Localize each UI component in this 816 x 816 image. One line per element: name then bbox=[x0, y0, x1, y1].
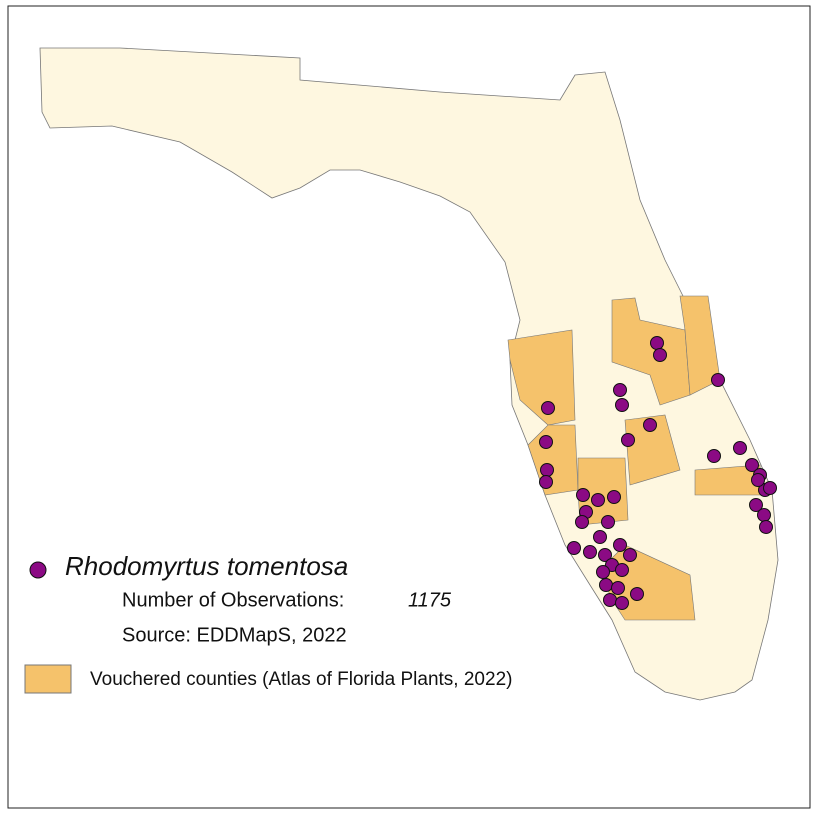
observation-point bbox=[611, 581, 625, 595]
observation-point bbox=[576, 488, 590, 502]
observation-point bbox=[575, 515, 589, 529]
observation-point bbox=[613, 538, 627, 552]
observation-point bbox=[539, 435, 553, 449]
observations-count: 1175 bbox=[408, 589, 452, 611]
observation-point bbox=[615, 563, 629, 577]
observation-point bbox=[745, 458, 759, 472]
observation-point bbox=[615, 398, 629, 412]
observation-point bbox=[613, 383, 627, 397]
observation-point bbox=[540, 463, 554, 477]
legend-swatch bbox=[24, 664, 72, 694]
observation-point bbox=[599, 578, 613, 592]
observation-point bbox=[650, 336, 664, 350]
observation-point bbox=[598, 548, 612, 562]
observation-point bbox=[751, 473, 765, 487]
legend-species: Rhodomyrtus tomentosa bbox=[65, 551, 348, 581]
observation-point bbox=[653, 348, 667, 362]
observation-point bbox=[623, 548, 637, 562]
observation-point bbox=[763, 481, 777, 495]
observation-point bbox=[593, 530, 607, 544]
observation-point bbox=[541, 401, 555, 415]
legend-point bbox=[29, 561, 47, 579]
observation-points bbox=[539, 336, 777, 610]
observation-point bbox=[603, 593, 617, 607]
observation-point bbox=[583, 545, 597, 559]
observation-point bbox=[749, 498, 763, 512]
observation-point bbox=[596, 565, 610, 579]
observation-point bbox=[607, 490, 621, 504]
source: Source: EDDMapS, 2022 bbox=[122, 624, 347, 646]
observation-point bbox=[539, 475, 553, 489]
observation-point bbox=[733, 441, 747, 455]
observation-point bbox=[630, 587, 644, 601]
observation-point bbox=[601, 515, 615, 529]
observation-point bbox=[621, 433, 635, 447]
observation-point bbox=[615, 596, 629, 610]
observation-point bbox=[567, 541, 581, 555]
observations-label: Number of Observations: bbox=[122, 589, 344, 611]
vouchered-label: Vouchered counties (Atlas of Florida Pla… bbox=[90, 669, 512, 690]
observation-point bbox=[757, 508, 771, 522]
observation-point bbox=[707, 449, 721, 463]
observation-point bbox=[591, 493, 605, 507]
observation-point bbox=[643, 418, 657, 432]
observation-point bbox=[711, 373, 725, 387]
observation-point bbox=[759, 520, 773, 534]
